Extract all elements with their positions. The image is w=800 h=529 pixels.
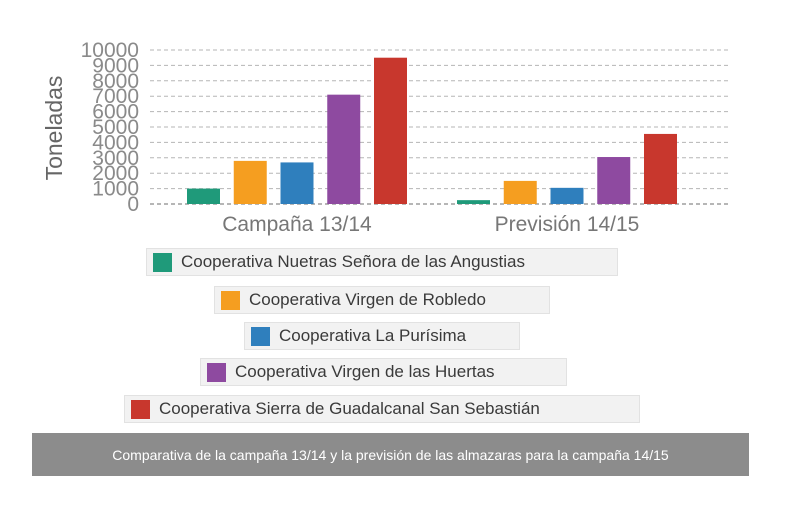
y-tick-label: 5000 <box>92 116 139 139</box>
y-tick-label: 4000 <box>92 131 139 154</box>
bar[interactable] <box>374 57 407 205</box>
y-tick-label: 9000 <box>92 54 139 77</box>
bar[interactable] <box>503 180 537 204</box>
y-tick-label: 3000 <box>92 147 139 170</box>
bar[interactable] <box>233 160 267 204</box>
y-axis-label: Toneladas <box>41 76 67 181</box>
legend-swatch <box>153 252 172 272</box>
y-tick-label: 10000 <box>81 39 139 62</box>
y-tick-label: 7000 <box>92 85 139 108</box>
x-tick-label: Campaña 13/14 <box>222 213 372 236</box>
bar[interactable] <box>457 200 490 204</box>
caption-text: Comparativa de la campaña 13/14 y la pre… <box>112 446 669 463</box>
bars <box>187 57 677 205</box>
legend-item-huertas[interactable]: Cooperativa Virgen de las Huertas <box>200 358 567 386</box>
y-tick-label: 1000 <box>92 178 139 201</box>
bar[interactable] <box>327 94 361 204</box>
bar[interactable] <box>597 157 631 204</box>
chart-caption: Comparativa de la campaña 13/14 y la pre… <box>32 433 749 476</box>
legend-swatch <box>207 362 226 382</box>
x-tick-label: Previsión 14/15 <box>495 213 640 236</box>
legend-item-robledo[interactable]: Cooperativa Virgen de Robledo <box>214 286 550 314</box>
y-tick-label: 8000 <box>92 70 139 93</box>
bar[interactable] <box>280 162 314 204</box>
bar[interactable] <box>550 187 584 204</box>
x-axis-ticks: Campaña 13/14 Previsión 14/15 <box>222 213 639 236</box>
y-tick-label: 0 <box>127 193 139 216</box>
legend-swatch <box>251 326 270 346</box>
legend-swatch <box>131 399 150 419</box>
legend-swatch <box>221 290 240 310</box>
bar-chart: 0100020003000400050006000700080009000100… <box>41 39 728 236</box>
legend-label: Cooperativa Nuetras Señora de las Angust… <box>181 252 525 271</box>
bar[interactable] <box>644 133 677 204</box>
y-tick-label: 2000 <box>92 162 139 185</box>
y-tick-label: 6000 <box>92 101 139 124</box>
y-axis-ticks: 0100020003000400050006000700080009000100… <box>81 39 139 216</box>
bar[interactable] <box>187 188 220 204</box>
legend-item-angustias[interactable]: Cooperativa Nuetras Señora de las Angust… <box>146 248 618 276</box>
legend-label: Cooperativa Virgen de Robledo <box>249 290 486 309</box>
legend-label: Cooperativa Virgen de las Huertas <box>235 362 495 381</box>
legend-item-sierra-guadalcanal[interactable]: Cooperativa Sierra de Guadalcanal San Se… <box>124 395 640 423</box>
gridlines <box>150 49 728 205</box>
legend-label: Cooperativa La Purísima <box>279 326 467 345</box>
legend-item-purisima[interactable]: Cooperativa La Purísima <box>244 322 520 350</box>
legend-label: Cooperativa Sierra de Guadalcanal San Se… <box>159 399 540 418</box>
